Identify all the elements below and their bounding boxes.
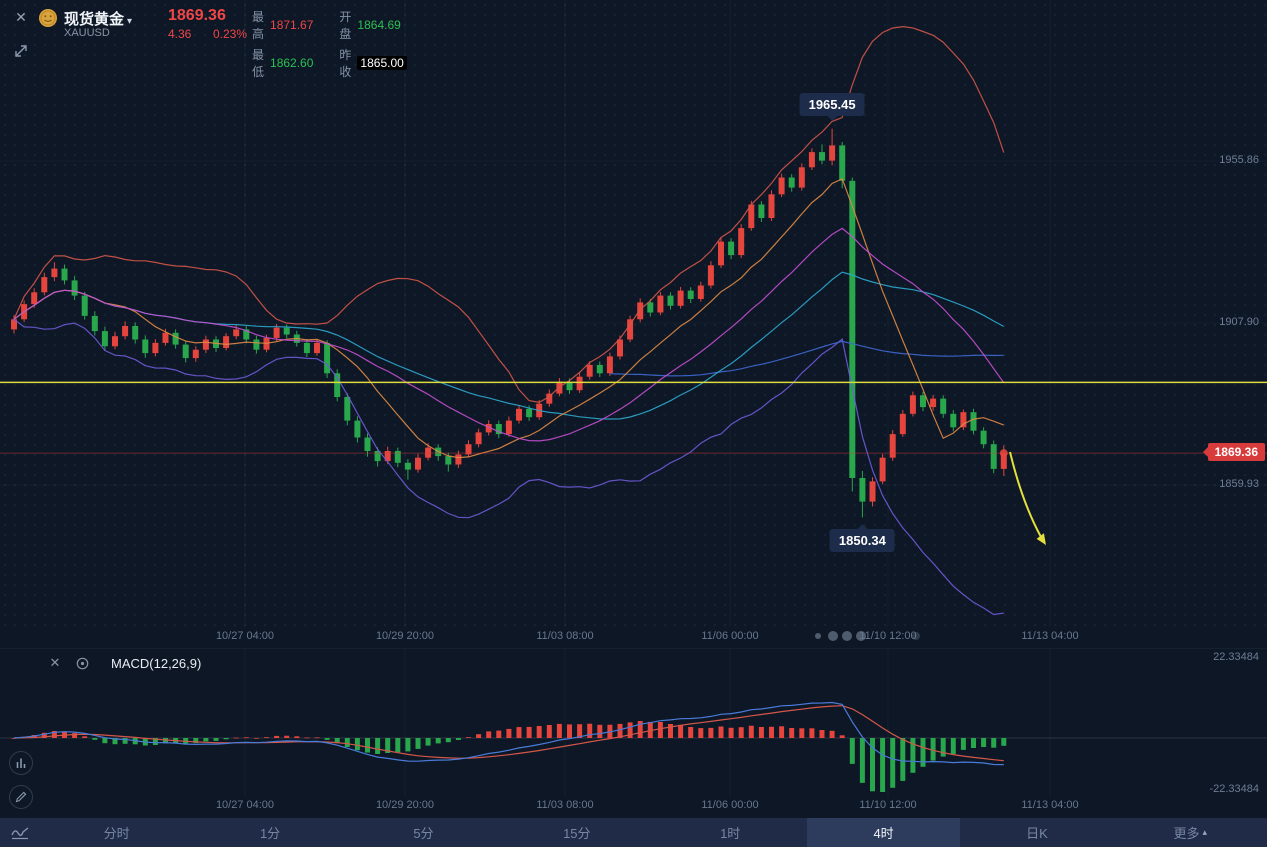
prev-close-label: 昨收 — [339, 48, 352, 79]
expand-icon[interactable] — [12, 42, 30, 60]
tab-1min-label: 1分 — [259, 826, 281, 841]
close-macd-icon[interactable]: ✕ — [49, 655, 61, 670]
time-label: 11/13 04:00 — [1021, 799, 1079, 811]
time-label: 10/27 04:00 — [215, 799, 275, 811]
symbol-name[interactable]: 现货黄金 ▾ — [64, 8, 132, 29]
time-label: 11/03 08:00 — [536, 799, 594, 811]
time-label: 11/10 12:00 — [859, 799, 917, 811]
low-value: 1862.60 — [270, 56, 314, 70]
macd-axis-max: 22.33484 — [1213, 651, 1259, 663]
watermark-dots — [815, 631, 920, 641]
tab-1min[interactable]: 1分 — [193, 818, 346, 847]
high-value: 1871.67 — [270, 18, 314, 32]
ohlc-stats: 最高 1871.67 开盘 1864.69 最低 1862.60 昨收 1865… — [252, 8, 407, 80]
expand-arrows-icon — [15, 45, 27, 57]
time-axis-main: 10/27 04:00 10/29 20:00 11/03 08:00 11/06 0… — [0, 630, 1267, 648]
high-label: 最高 — [252, 10, 265, 41]
current-price-tag: 1869.36 — [1202, 443, 1265, 462]
draw-tool-button[interactable] — [9, 785, 33, 809]
tab-more[interactable]: 更多 ▴ — [1114, 818, 1267, 847]
tab-5min-label: 5分 — [413, 826, 434, 841]
time-label: 10/29 20:00 — [375, 630, 435, 642]
time-label: 10/29 20:00 — [375, 799, 435, 811]
last-price: 1869.36 — [168, 7, 226, 24]
more-caret-icon: ▴ — [1202, 827, 1208, 837]
macd-panel: ✕ MACD(12,26,9) 22.33484 -22.33484 10/27… — [0, 648, 1267, 818]
tab-5min[interactable]: 5分 — [347, 818, 500, 847]
time-axis-macd: 10/27 04:00 10/29 20:00 11/03 08:00 11/06 0… — [0, 799, 1267, 817]
tab-4h[interactable]: 4时 — [806, 818, 961, 847]
symbol-name-text: 现货黄金 — [64, 11, 125, 28]
tab-15min[interactable]: 15分 — [500, 818, 653, 847]
macd-header: ✕ MACD(12,26,9) — [0, 653, 202, 673]
time-label: 11/13 04:00 — [1021, 630, 1079, 642]
tab-more-label: 更多 — [1173, 826, 1200, 841]
low-label: 最低 — [252, 48, 265, 79]
symbol-dropdown-caret-icon: ▾ — [127, 16, 133, 27]
prev-close-value: 1865.00 — [357, 56, 407, 70]
down-arrow-annotation — [1009, 451, 1046, 545]
macd-settings-icon[interactable] — [75, 656, 95, 671]
time-label: 11/06 00:00 — [701, 799, 759, 811]
tab-timeline[interactable]: 分时 — [40, 818, 193, 847]
tab-4h-label: 4时 — [873, 826, 894, 841]
macd-chart-canvas[interactable] — [0, 649, 1267, 819]
macd-title: MACD(12,26,9) — [111, 655, 202, 671]
tab-15min-label: 15分 — [563, 826, 591, 841]
open-label: 开盘 — [339, 10, 352, 41]
price-change: 4.36 — [168, 27, 192, 41]
price-axis-label: 1955.86 — [1219, 154, 1259, 166]
main-chart-panel: 1955.86 1907.90 1859.93 10/27 04:00 10/29 2… — [0, 0, 1267, 648]
timeframe-tabbar: 分时 1分 5分 15分 1时 4时 日K 更多 ▴ — [0, 818, 1267, 847]
gold-coin-icon — [38, 8, 58, 28]
low-price-flag: 1850.34 — [829, 524, 895, 553]
price-axis-label: 1859.93 — [1219, 478, 1259, 490]
macd-axis-min: -22.33484 — [1209, 783, 1259, 795]
close-chart-icon[interactable]: ✕ — [15, 9, 27, 25]
tab-timeline-label: 分时 — [103, 826, 130, 841]
price-change-percent: 0.23% — [213, 27, 248, 41]
time-label: 11/06 00:00 — [701, 630, 759, 642]
tab-1h-label: 1时 — [720, 826, 741, 841]
volume-tool-button[interactable] — [9, 751, 33, 775]
time-label: 10/27 04:00 — [215, 630, 275, 642]
tab-daily[interactable]: 日K — [960, 818, 1113, 847]
high-price-flag: 1965.45 — [799, 92, 865, 121]
symbol-code: XAUUSD — [64, 27, 110, 39]
open-value: 1864.69 — [357, 18, 401, 32]
time-label: 11/10 12:00 — [859, 630, 917, 642]
wave-chart-icon[interactable] — [10, 824, 30, 842]
tab-1h[interactable]: 1时 — [654, 818, 807, 847]
price-axis-label: 1907.90 — [1219, 316, 1259, 328]
main-chart-canvas[interactable] — [0, 0, 1267, 648]
tab-daily-label: 日K — [1026, 826, 1048, 841]
time-label: 11/03 08:00 — [536, 630, 594, 642]
